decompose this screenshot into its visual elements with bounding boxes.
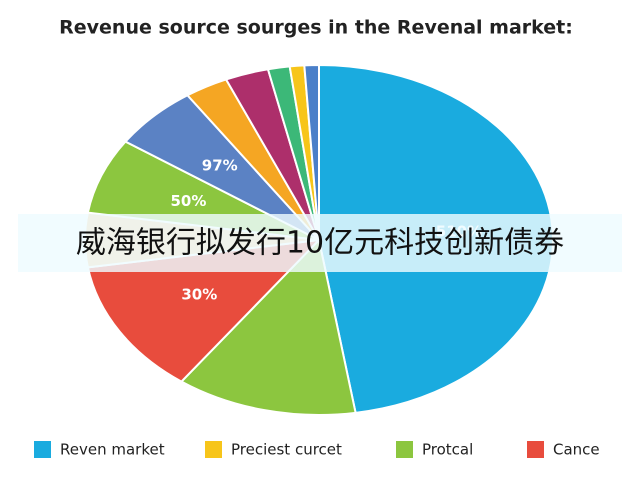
chart-title: Revenue source sourges in the Revenal ma… xyxy=(59,17,573,39)
legend-label: Protcal xyxy=(422,441,473,459)
legend-label: Cance xyxy=(553,441,600,459)
legend: Reven market Preciest curcet Protcal Cance xyxy=(34,441,600,459)
legend-swatch xyxy=(34,441,51,458)
legend-label: Preciest curcet xyxy=(231,441,342,459)
overlay-caption: 威海银行拟发行10亿元科技创新债券 xyxy=(76,226,564,261)
caption-banner xyxy=(18,214,622,272)
pie-slice xyxy=(179,237,357,416)
legend-swatch xyxy=(527,441,544,458)
slice-label: 30% xyxy=(181,285,217,303)
legend-swatch xyxy=(205,441,222,458)
slice-label: 50% xyxy=(171,192,207,210)
slice-label: 97% xyxy=(202,156,238,174)
legend-swatch xyxy=(396,441,413,458)
pie-slice xyxy=(303,63,320,241)
legend-label: Reven market xyxy=(60,441,165,459)
pie-slice xyxy=(86,238,322,383)
